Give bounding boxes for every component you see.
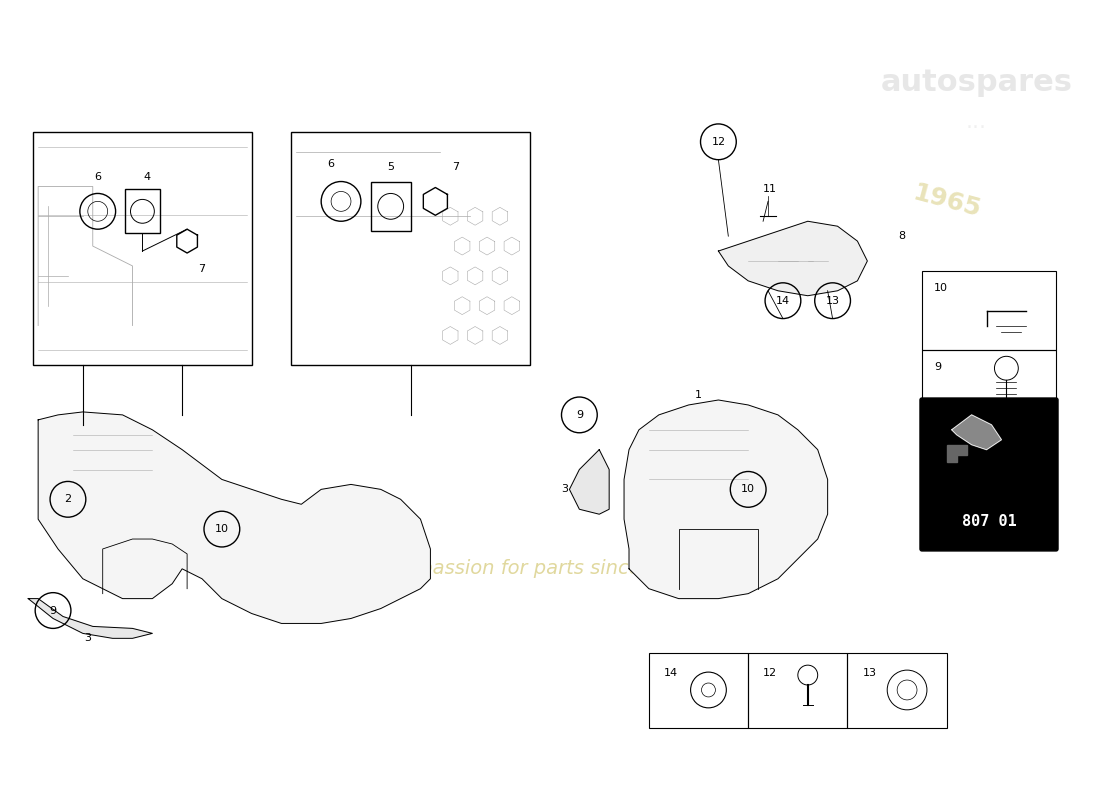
Text: 807 01: 807 01 bbox=[961, 514, 1016, 529]
Text: 1: 1 bbox=[695, 390, 702, 400]
Bar bbox=[847, 654, 947, 728]
Text: 10: 10 bbox=[934, 283, 948, 293]
Bar bbox=[922, 271, 1056, 350]
Text: 9: 9 bbox=[575, 410, 583, 420]
Text: 7: 7 bbox=[198, 264, 206, 274]
Bar bbox=[649, 654, 748, 728]
Text: 6: 6 bbox=[95, 171, 101, 182]
Text: 2: 2 bbox=[65, 494, 72, 504]
Text: 9: 9 bbox=[934, 362, 940, 372]
Text: 7: 7 bbox=[452, 162, 459, 172]
Polygon shape bbox=[952, 415, 1001, 450]
Text: 5: 5 bbox=[387, 162, 394, 172]
Text: a passion for parts since 1965: a passion for parts since 1965 bbox=[403, 559, 696, 578]
Bar bbox=[748, 654, 847, 728]
Polygon shape bbox=[624, 400, 827, 598]
Bar bbox=[33, 132, 252, 366]
Text: 3: 3 bbox=[561, 484, 568, 494]
Text: 9: 9 bbox=[50, 606, 56, 615]
Bar bbox=[124, 190, 161, 233]
Text: 13: 13 bbox=[862, 668, 877, 678]
Text: 1965: 1965 bbox=[910, 181, 983, 222]
Text: 10: 10 bbox=[214, 524, 229, 534]
Text: 4: 4 bbox=[144, 171, 151, 182]
Text: 14: 14 bbox=[663, 668, 678, 678]
Text: autospares: autospares bbox=[881, 68, 1072, 97]
Text: 13: 13 bbox=[826, 296, 839, 306]
FancyBboxPatch shape bbox=[920, 398, 1058, 551]
Text: 14: 14 bbox=[776, 296, 790, 306]
Text: 12: 12 bbox=[712, 137, 726, 147]
Polygon shape bbox=[29, 598, 153, 638]
Bar bbox=[371, 182, 410, 231]
Text: 12: 12 bbox=[763, 668, 778, 678]
Polygon shape bbox=[39, 412, 430, 623]
Bar bbox=[292, 132, 530, 366]
Text: ...: ... bbox=[966, 112, 987, 132]
Polygon shape bbox=[947, 445, 967, 462]
Text: 10: 10 bbox=[741, 484, 756, 494]
Polygon shape bbox=[718, 222, 868, 296]
Polygon shape bbox=[570, 450, 609, 514]
Text: 6: 6 bbox=[328, 158, 334, 169]
Text: 3: 3 bbox=[85, 634, 91, 643]
Text: 11: 11 bbox=[763, 185, 777, 194]
Bar bbox=[922, 350, 1056, 430]
Text: 8: 8 bbox=[899, 231, 905, 241]
